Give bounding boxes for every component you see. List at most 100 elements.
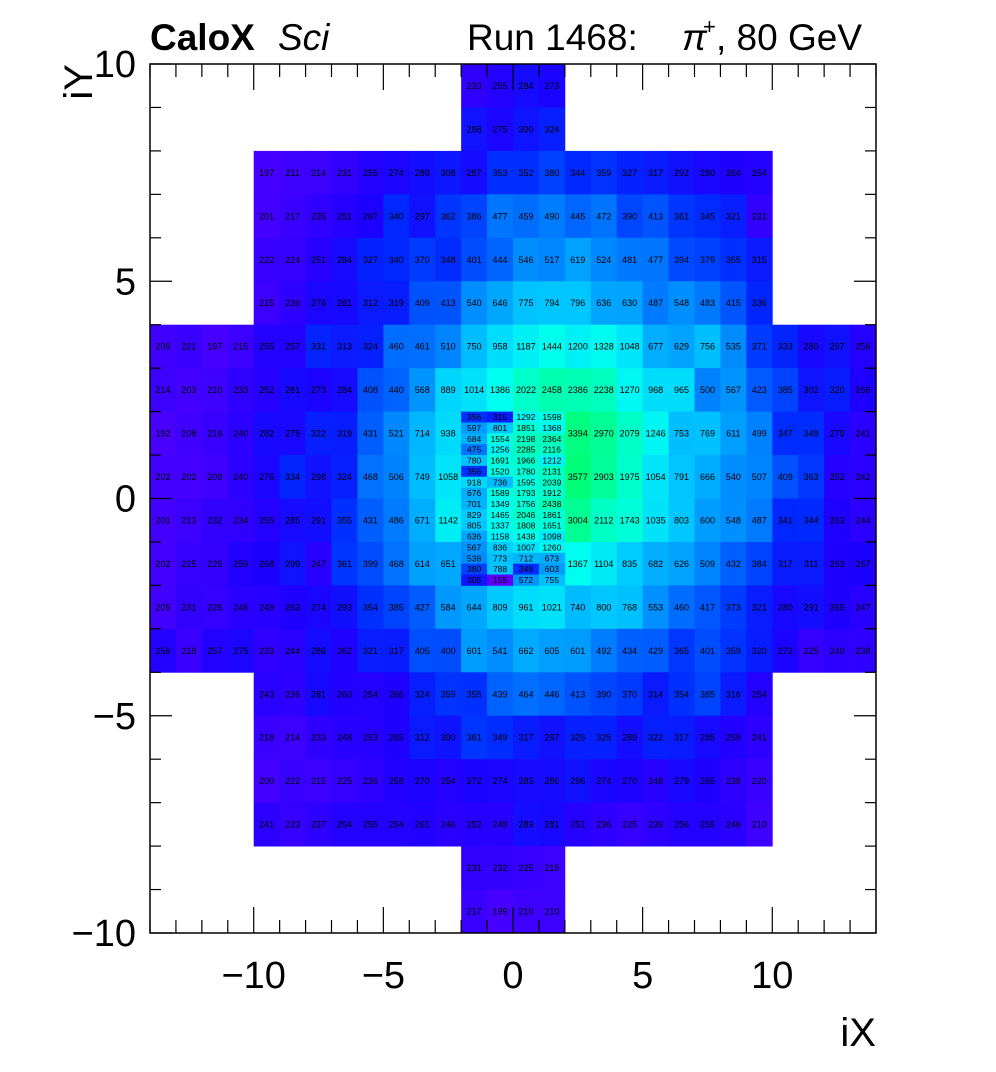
heatmap-cell — [150, 368, 177, 412]
heatmap-cell — [461, 444, 488, 456]
cell-value: 477 — [493, 211, 508, 221]
heatmap-cell — [305, 281, 332, 326]
heatmap-cell — [227, 628, 255, 673]
heatmap-cell — [253, 411, 281, 456]
heatmap-cell — [409, 585, 436, 630]
heatmap-cell — [487, 487, 514, 499]
heatmap-cell — [746, 672, 773, 717]
heatmap-cell — [798, 585, 825, 630]
heatmap-cell — [538, 672, 566, 717]
cell-value: 965 — [674, 385, 689, 395]
heatmap-cell — [824, 368, 851, 412]
heatmap-cell — [150, 455, 177, 499]
cell-value: 1270 — [620, 385, 640, 395]
cell-value: 805 — [467, 521, 481, 531]
cell-value: 275 — [493, 124, 508, 134]
heatmap-cell — [564, 628, 592, 673]
cell-value: 214 — [155, 385, 170, 395]
cell-value: 1595 — [516, 477, 535, 487]
cell-value: 535 — [726, 342, 741, 352]
heatmap-cell — [513, 64, 540, 108]
heatmap-cell — [824, 324, 851, 369]
heatmap-cell — [720, 194, 747, 239]
cell-value: 324 — [337, 472, 352, 482]
cell-value: 261 — [415, 820, 430, 830]
cell-value: 317 — [648, 168, 663, 178]
x-tick-label: 10 — [751, 955, 793, 997]
cell-value: 584 — [441, 602, 456, 612]
x-tick-label: 0 — [502, 955, 523, 997]
heatmap-cell — [487, 107, 514, 152]
heatmap-cell — [538, 422, 566, 434]
heatmap-cell — [616, 150, 644, 195]
heatmap-cell — [487, 585, 514, 630]
cell-value: 1292 — [516, 412, 535, 422]
cell-value: 312 — [415, 733, 430, 743]
heatmap-cell — [772, 628, 799, 673]
cell-value: 603 — [545, 564, 559, 574]
cell-value: 305 — [467, 575, 481, 585]
cell-value: 200 — [259, 776, 274, 786]
axis-ticks — [149, 63, 877, 934]
heatmap-cell — [746, 455, 773, 499]
cell-value: 385 — [700, 689, 715, 699]
heatmap-cell — [461, 520, 488, 532]
cell-value: 205 — [155, 602, 170, 612]
heatmap-cell — [461, 802, 488, 847]
heatmap-cell — [642, 585, 669, 630]
heatmap-cell — [487, 422, 514, 434]
heatmap-cell — [538, 802, 566, 847]
cell-value: 385 — [389, 602, 404, 612]
heatmap-cell — [383, 802, 410, 847]
heatmap-cell — [487, 628, 514, 673]
heatmap-cell — [616, 628, 644, 673]
heatmap-cell — [409, 672, 436, 717]
cell-value: 265 — [389, 733, 404, 743]
heatmap-cell — [513, 433, 540, 445]
cell-value: 567 — [726, 385, 741, 395]
heatmap-cell — [435, 672, 462, 717]
cell-value: 355 — [467, 689, 482, 699]
cell-value: 464 — [518, 689, 533, 699]
cell-value: 791 — [674, 472, 689, 482]
cell-value: 315 — [493, 412, 507, 422]
heatmap-cell — [461, 541, 488, 554]
heatmap-cell — [668, 237, 695, 282]
cell-value: 2198 — [516, 434, 535, 444]
heatmap-cell — [201, 368, 229, 412]
cell-value: 319 — [337, 429, 352, 439]
cell-value: 258 — [389, 776, 404, 786]
cell-value: 296 — [570, 776, 585, 786]
cell-value: 373 — [726, 602, 741, 612]
heatmap-cell — [201, 498, 229, 543]
cell-value: 229 — [207, 559, 222, 569]
cell-value: 460 — [674, 602, 689, 612]
heatmap-cell — [461, 476, 488, 489]
heatmap-cell — [201, 411, 229, 456]
heatmap-cell — [616, 541, 644, 586]
cell-value: 231 — [752, 211, 767, 221]
heatmap-cell — [409, 715, 436, 760]
heatmap-cell — [513, 889, 540, 934]
heatmap-cell — [668, 715, 695, 760]
heatmap-cell — [513, 498, 540, 510]
cell-value: 444 — [493, 255, 508, 265]
cell-value: 487 — [752, 515, 767, 525]
heatmap-cell — [175, 324, 203, 369]
heatmap-cell — [201, 455, 229, 499]
cell-value: 1260 — [542, 542, 561, 552]
heatmap-cell — [694, 411, 721, 456]
heatmap-cell — [305, 672, 332, 717]
cell-value: 567 — [467, 542, 481, 552]
run-label: Run 1468: — [467, 17, 638, 58]
cell-value: 209 — [207, 472, 222, 482]
heatmap-cell — [487, 802, 514, 847]
heatmap-cell — [383, 194, 410, 239]
cell-value: 1048 — [620, 342, 640, 352]
heatmap-cell — [746, 715, 773, 760]
cell-value: 439 — [493, 689, 508, 699]
y-tick-label: 0 — [115, 479, 136, 521]
cell-value: 268 — [259, 559, 274, 569]
heatmap-cell — [305, 324, 332, 369]
heatmap-cell — [357, 281, 384, 326]
